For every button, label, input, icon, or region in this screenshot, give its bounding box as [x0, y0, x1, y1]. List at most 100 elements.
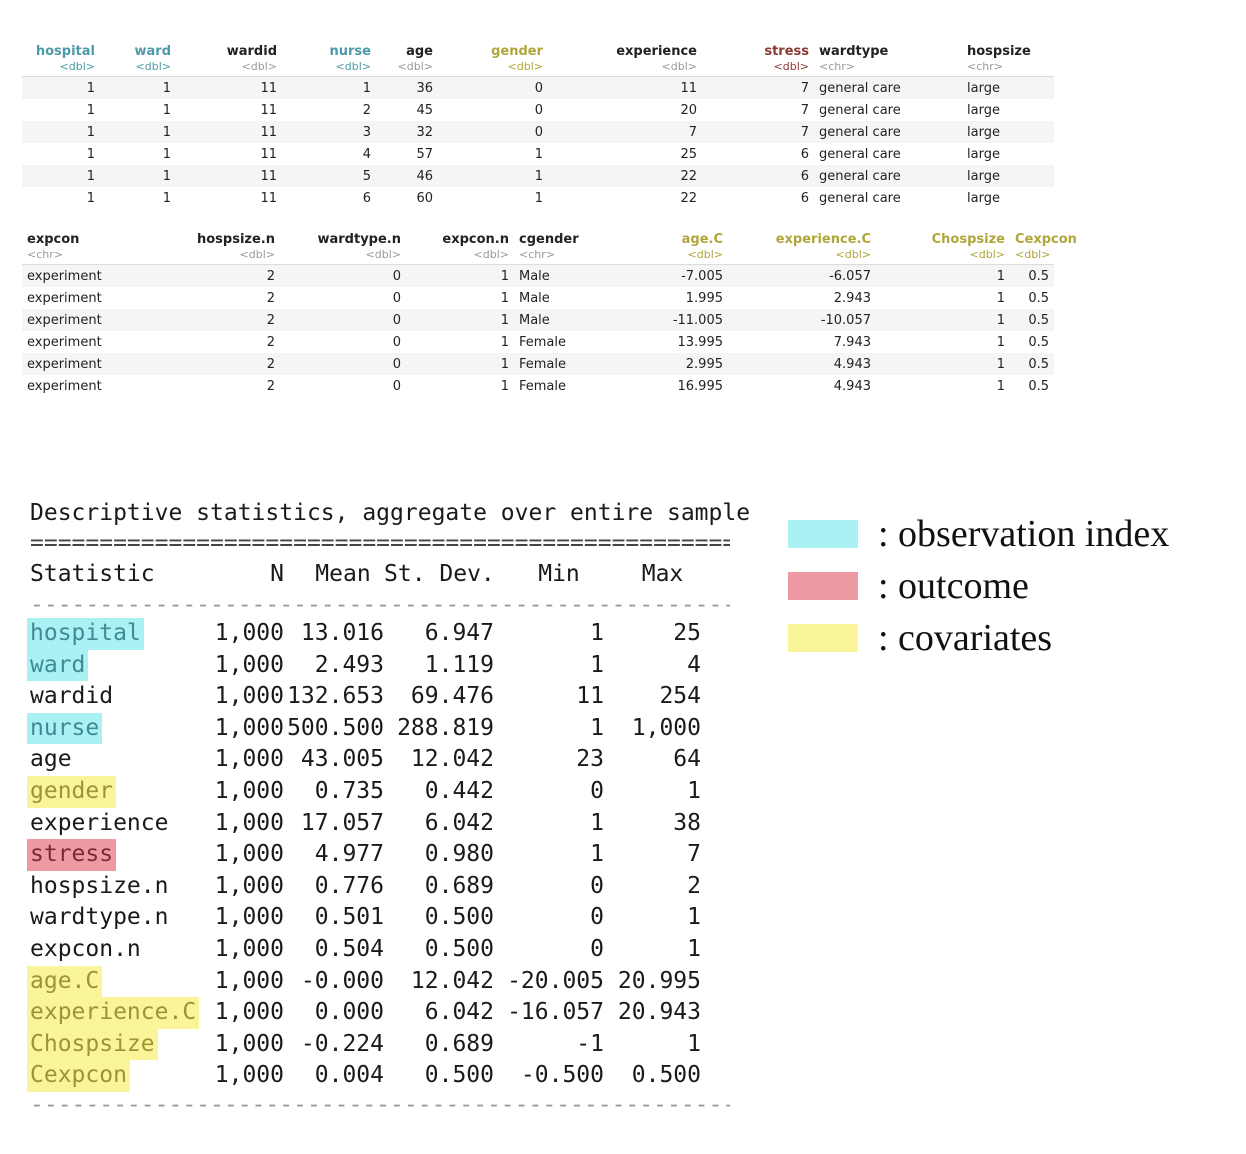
stats-variable-cell: stress: [27, 839, 210, 871]
stats-value: 1,000: [214, 1030, 284, 1057]
stats-double-rule: ========================================…: [30, 530, 730, 556]
table-cell: 0: [392, 290, 401, 306]
table-cell: 7: [548, 121, 702, 143]
stats-value: 0: [590, 935, 604, 962]
table-cell: 1: [876, 264, 1010, 287]
stats-value: 0.689: [424, 1030, 494, 1057]
stats-variable-name: Cexpcon: [27, 1060, 130, 1092]
table-cell: large: [962, 165, 1054, 187]
column-header-expcon: expcon <chr>: [22, 228, 172, 265]
stats-header-cell: Min: [538, 561, 580, 587]
stats-value: 11: [576, 683, 604, 710]
column-header-wardid: wardid <dbl>: [176, 40, 282, 77]
stats-dash-rule: ----------------------------------------…: [30, 592, 730, 618]
column-type: <dbl>: [1015, 248, 1051, 261]
stats-value: 6.947: [424, 620, 494, 646]
table-row: 1 1 11 3 32 0 7 7 general care large: [22, 121, 1054, 143]
stats-variable-name: wardtype.n: [30, 904, 169, 931]
table-cell: 0.5: [1028, 378, 1049, 394]
table-cell: 16.995: [677, 378, 724, 394]
stats-value: 1,000: [214, 935, 284, 962]
stats-value: 1: [590, 714, 604, 741]
table-cell: 0: [438, 121, 548, 143]
stats-value: 4: [687, 651, 701, 678]
stats-value: 1: [590, 651, 604, 678]
stats-value: 1,000: [631, 714, 701, 741]
stats-row: ward 1,000 2.493 1.119 1 4: [27, 649, 750, 682]
table-cell: general care: [814, 121, 962, 143]
stats-value: 43.005: [300, 746, 384, 773]
stats-variable-name: age.C: [27, 965, 103, 998]
table-cell: -7.005: [624, 264, 728, 287]
table-cell: 1: [996, 378, 1005, 394]
table-cell: 11: [176, 121, 282, 143]
table-cell: 1: [406, 353, 514, 375]
stats-row: stress 1,000 4.977 0.980 1 7: [27, 839, 750, 871]
stats-header-cell: N: [270, 561, 284, 587]
stats-value: 1,000: [214, 651, 284, 678]
stats-variable-cell: wardid: [30, 681, 210, 713]
column-type: <chr>: [519, 248, 555, 261]
stats-header-cell: Statistic: [30, 561, 155, 587]
table-cell: 1: [162, 191, 171, 206]
column-name: age.C: [681, 232, 723, 247]
stats-value: 1: [590, 841, 604, 868]
stats-value: 132.653: [287, 683, 384, 710]
stats-variable-cell: ward: [27, 649, 210, 682]
column-type: <dbl>: [835, 248, 871, 261]
table-cell: 1: [162, 102, 171, 118]
stats-value: 1: [687, 777, 701, 804]
stats-value: 23: [576, 746, 604, 773]
stats-value: 0.500: [424, 904, 494, 931]
table-cell: 6: [702, 165, 814, 187]
stats-variable-name: stress: [27, 839, 117, 871]
stats-value: 500.500: [287, 714, 384, 741]
column-header-hospsize-n: hospsize.n <dbl>: [172, 228, 280, 265]
column-name: expcon.n: [442, 232, 509, 247]
table-cell: 7: [800, 102, 809, 118]
stats-value: -20.005: [507, 967, 604, 994]
column-header-experience: experience <dbl>: [548, 40, 702, 77]
stats-value: 1,000: [214, 683, 284, 710]
table-cell: large: [967, 102, 1000, 118]
table-cell: 2.995: [624, 353, 728, 375]
stats-variable-name: hospsize.n: [30, 872, 169, 899]
stats-variable-cell: experience.C: [27, 997, 210, 1029]
table-header-row: expcon <chr> hospsize.n <dbl> wardtype.n <dbl…: [22, 220, 1077, 265]
stats-row: wardid 1,000 132.653 69.476 11 254: [30, 681, 750, 713]
table-row: experiment 2 0 1 Female 13.995 7.943 1 0.5: [22, 331, 1054, 353]
stats-value: 1: [687, 935, 701, 962]
column-header-cgender: cgender <chr>: [514, 228, 624, 265]
stats-value: 0: [590, 777, 604, 804]
table-cell: Male: [514, 264, 624, 287]
table-cell: 6: [800, 146, 809, 162]
table-row: 1 1 11 5 46 1 22 6 general care large: [22, 165, 1054, 187]
table-cell: 11: [176, 76, 282, 99]
table-cell: 1: [22, 165, 100, 187]
column-type: <chr>: [27, 248, 63, 261]
stats-value: 1,000: [214, 714, 284, 741]
table-cell: 2: [266, 290, 275, 306]
table-cell: 1: [876, 309, 1010, 331]
column-name: hospsize.n: [197, 232, 275, 247]
table-cell: 2: [172, 353, 280, 375]
stats-value: 0.500: [424, 1062, 494, 1089]
stats-value: 0.776: [314, 872, 384, 899]
stats-value: 13.016: [300, 620, 384, 646]
column-name: expcon: [27, 232, 80, 247]
stats-row: Cexpcon 1,000 0.004 0.500 -0.500 0.500: [27, 1060, 750, 1092]
stats-variable-name: ward: [27, 649, 89, 682]
table-cell: 1.995: [685, 290, 723, 306]
legend-label: : observation index: [878, 513, 1170, 555]
legend-item: : covariates: [788, 612, 1169, 664]
stats-variable-cell: age.C: [27, 965, 210, 998]
table-cell: 11: [548, 76, 702, 99]
table-cell: 2.943: [833, 290, 871, 306]
stats-row: experience 1,000 17.057 6.042 1 38: [30, 808, 750, 840]
table-cell: 1: [100, 121, 176, 143]
table-cell: 2: [362, 102, 371, 118]
table-cell: 1: [534, 191, 543, 206]
stats-value: 288.819: [397, 714, 494, 741]
stats-variable-name: nurse: [27, 712, 103, 745]
table-cell: 0.5: [1010, 309, 1054, 331]
